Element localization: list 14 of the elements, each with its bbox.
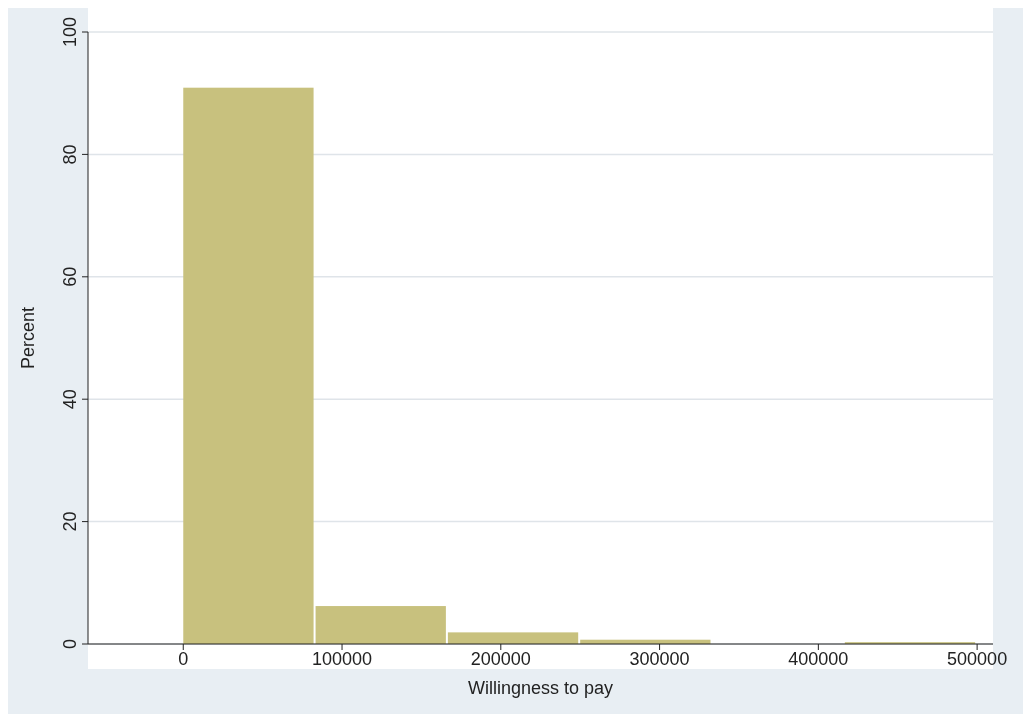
x-tick-label: 0 bbox=[178, 648, 189, 669]
y-tick-label: 0 bbox=[60, 638, 80, 650]
x-tick-label: 300000 bbox=[629, 648, 690, 669]
x-axis-title: Willingness to pay bbox=[467, 678, 614, 698]
x-tick-label: 400000 bbox=[788, 648, 849, 669]
y-tick-label: 100 bbox=[60, 16, 80, 48]
y-axis-title: Percent bbox=[18, 306, 39, 370]
y-tick-label: 60 bbox=[60, 266, 80, 287]
x-tick-label: 500000 bbox=[947, 648, 1008, 669]
y-tick-label: 20 bbox=[60, 511, 80, 532]
x-tick-label: 200000 bbox=[470, 648, 531, 669]
y-tick-label: 80 bbox=[60, 144, 80, 165]
x-tick-label: 100000 bbox=[312, 648, 373, 669]
y-tick-label: 40 bbox=[60, 389, 80, 410]
